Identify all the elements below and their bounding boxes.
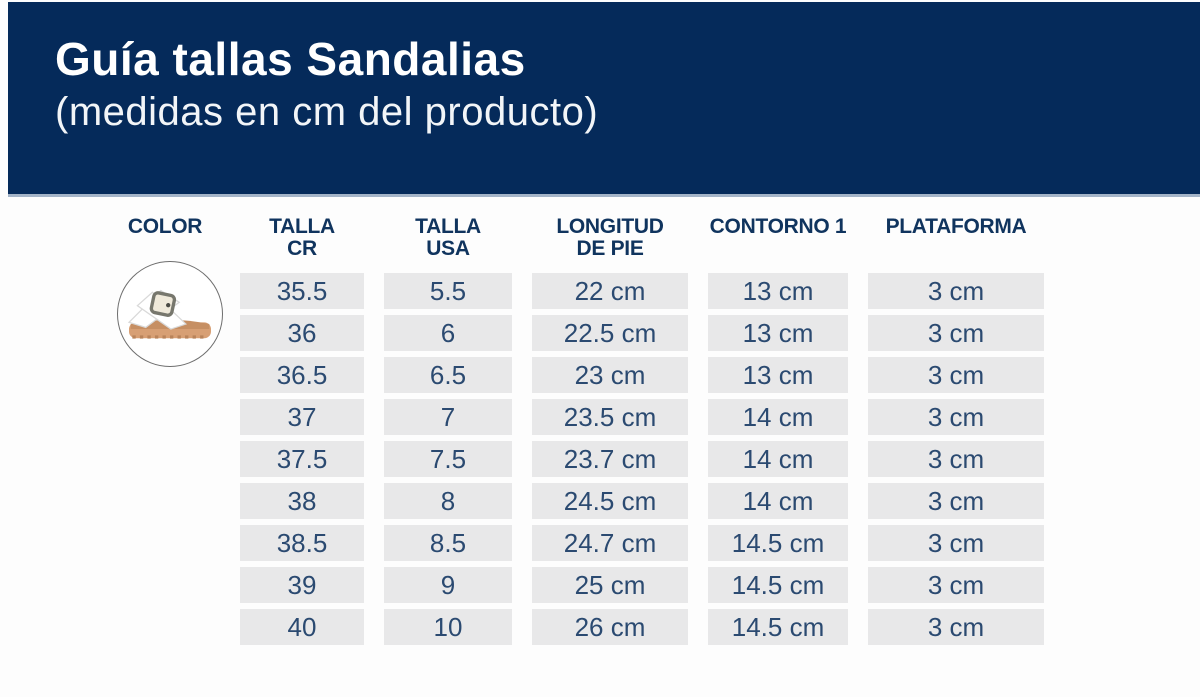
table-cell: 3 cm bbox=[868, 357, 1044, 393]
table-cell: 38 bbox=[240, 483, 364, 519]
table-cell: 3 cm bbox=[868, 441, 1044, 477]
table-cell: 3 cm bbox=[868, 609, 1044, 645]
table-cell: 39 bbox=[240, 567, 364, 603]
table-cell: 35.5 bbox=[240, 273, 364, 309]
size-table: 35.5 5.5 22 cm 13 cm 3 cm 36 6 22.5 cm 13 cm 3 cm… bbox=[110, 273, 1044, 645]
product-photo-circle bbox=[117, 261, 223, 367]
table-cell: 24.5 cm bbox=[532, 483, 688, 519]
title-banner-inner: Guía tallas Sandalias (medidas en cm del… bbox=[8, 2, 1200, 136]
color-column-spacer bbox=[110, 609, 220, 645]
header-longitud-de-pie: LONGITUD DE PIE bbox=[556, 215, 664, 260]
table-cell: 36.5 bbox=[240, 357, 364, 393]
table-cell: 5.5 bbox=[384, 273, 512, 309]
table-header-row: COLOR TALLA CR TALLA USA LONGITUD DE PIE… bbox=[110, 216, 1044, 260]
table-cell: 24.7 cm bbox=[532, 525, 688, 561]
table-cell: 22 cm bbox=[532, 273, 688, 309]
table-cell: 37 bbox=[240, 399, 364, 435]
color-column-spacer bbox=[110, 483, 220, 519]
table-cell: 13 cm bbox=[708, 315, 848, 351]
table-cell: 8 bbox=[384, 483, 512, 519]
table-cell: 23.7 cm bbox=[532, 441, 688, 477]
color-column-spacer bbox=[110, 525, 220, 561]
page-subtitle: (medidas en cm del producto) bbox=[55, 90, 599, 134]
color-column-spacer bbox=[110, 567, 220, 603]
table-cell: 26 cm bbox=[532, 609, 688, 645]
header-plataforma: PLATAFORMA bbox=[885, 215, 1027, 238]
table-cell: 7 bbox=[384, 399, 512, 435]
table-cell: 3 cm bbox=[868, 273, 1044, 309]
color-column-spacer bbox=[110, 399, 220, 435]
table-cell: 14.5 cm bbox=[708, 567, 848, 603]
header-contorno-1: CONTORNO 1 bbox=[709, 215, 847, 238]
sandal-image bbox=[127, 289, 211, 339]
table-cell: 3 cm bbox=[868, 399, 1044, 435]
table-cell: 36 bbox=[240, 315, 364, 351]
table-cell: 38.5 bbox=[240, 525, 364, 561]
table-cell: 7.5 bbox=[384, 441, 512, 477]
table-cell: 8.5 bbox=[384, 525, 512, 561]
table-cell: 37.5 bbox=[240, 441, 364, 477]
table-cell: 13 cm bbox=[708, 357, 848, 393]
header-color: COLOR bbox=[127, 215, 203, 238]
table-cell: 13 cm bbox=[708, 273, 848, 309]
header-talla-usa: TALLA USA bbox=[415, 215, 481, 260]
table-cell: 6.5 bbox=[384, 357, 512, 393]
table-cell: 14 cm bbox=[708, 483, 848, 519]
table-cell: 14.5 cm bbox=[708, 609, 848, 645]
page-title: Guía tallas Sandalias bbox=[55, 33, 526, 85]
table-cell: 23.5 cm bbox=[532, 399, 688, 435]
table-cell: 40 bbox=[240, 609, 364, 645]
table-cell: 22.5 cm bbox=[532, 315, 688, 351]
table-cell: 10 bbox=[384, 609, 512, 645]
table-cell: 3 cm bbox=[868, 525, 1044, 561]
table-cell: 14 cm bbox=[708, 441, 848, 477]
table-cell: 6 bbox=[384, 315, 512, 351]
header-talla-cr: TALLA CR bbox=[269, 215, 335, 260]
title-banner: Guía tallas Sandalias (medidas en cm del… bbox=[8, 2, 1200, 197]
table-cell: 3 cm bbox=[868, 315, 1044, 351]
table-cell: 9 bbox=[384, 567, 512, 603]
table-cell: 14.5 cm bbox=[708, 525, 848, 561]
color-column-spacer bbox=[110, 441, 220, 477]
table-cell: 23 cm bbox=[532, 357, 688, 393]
table-cell: 14 cm bbox=[708, 399, 848, 435]
table-cell: 3 cm bbox=[868, 483, 1044, 519]
table-cell: 3 cm bbox=[868, 567, 1044, 603]
table-cell: 25 cm bbox=[532, 567, 688, 603]
